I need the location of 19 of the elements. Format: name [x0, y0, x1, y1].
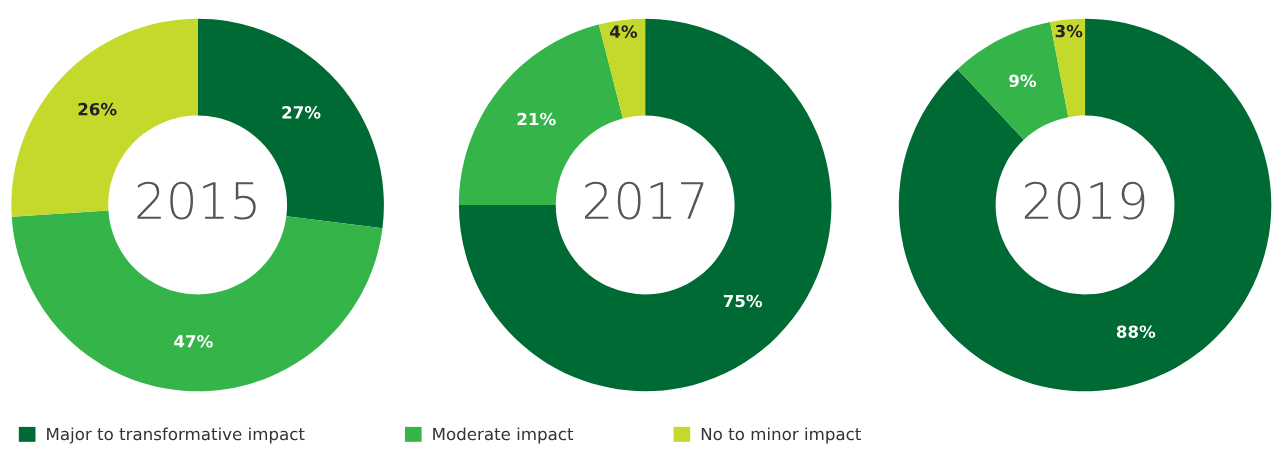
legend-label: Moderate impact	[433, 427, 574, 444]
data-label: 75%	[723, 294, 763, 308]
data-label: 27%	[282, 106, 321, 119]
data-label: 4%	[610, 25, 638, 38]
data-label: 9%	[1009, 74, 1037, 88]
donut-slice	[598, 18, 646, 119]
data-label: 21%	[517, 112, 556, 126]
text: 2015	[137, 181, 256, 220]
text: 2019	[1024, 181, 1145, 220]
donut-slice	[1050, 18, 1086, 118]
donut-slice	[898, 18, 1272, 392]
data-label: 88%	[1116, 325, 1156, 338]
data-label: 47%	[174, 335, 213, 348]
text: 2017	[585, 181, 704, 220]
legend-label: No to minor impact	[701, 427, 861, 444]
legend-label: Major to transformative impact	[47, 427, 305, 444]
donut-slice	[458, 18, 832, 392]
data-label: 3%	[1055, 24, 1083, 38]
data-label: 26%	[78, 102, 117, 116]
